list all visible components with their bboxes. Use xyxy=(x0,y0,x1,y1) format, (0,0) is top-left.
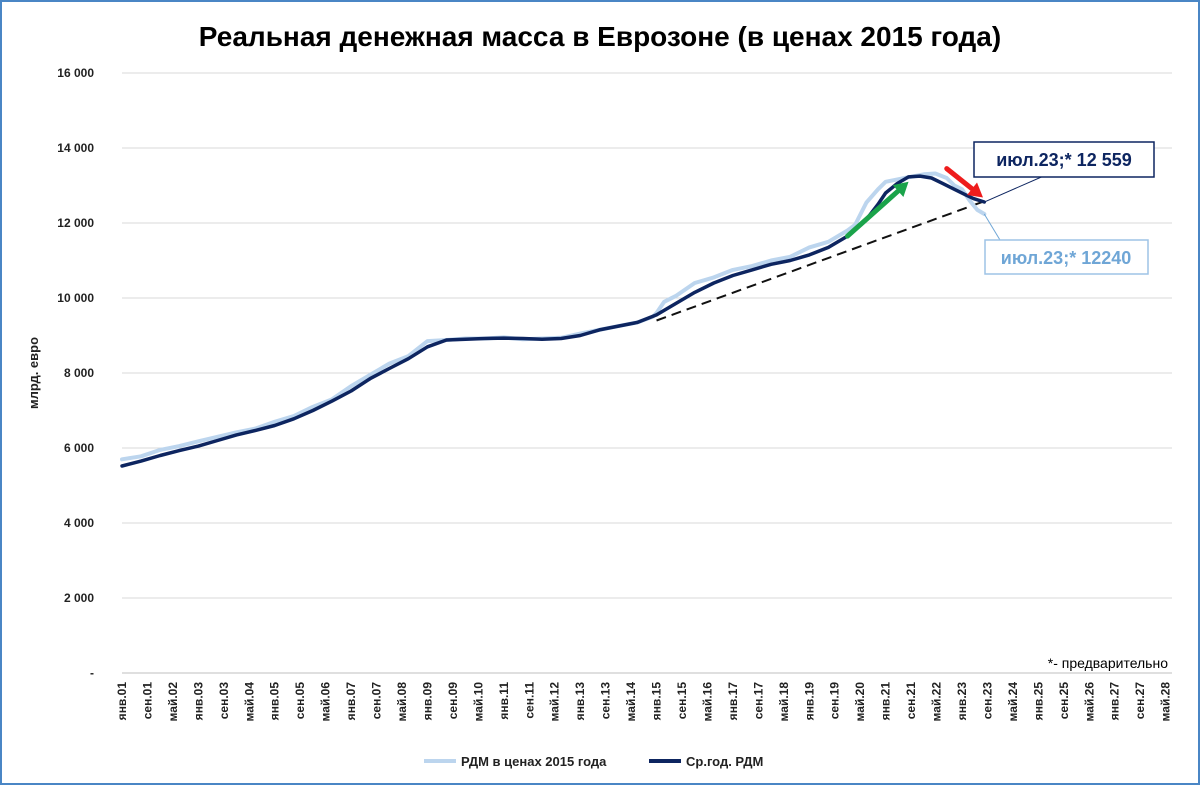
x-tick-39: янв.27 xyxy=(1108,682,1122,721)
x-tick-30: янв.21 xyxy=(879,682,893,721)
x-tick-24: янв.17 xyxy=(726,682,740,721)
arrow-head-up xyxy=(892,181,909,198)
x-tick-3: янв.03 xyxy=(191,682,205,721)
x-tick-26: май.18 xyxy=(777,682,791,722)
x-tick-23: май.16 xyxy=(700,682,714,722)
x-tick-35: май.24 xyxy=(1006,682,1020,722)
x-tick-32: май.22 xyxy=(930,682,944,722)
x-tick-31: сен.21 xyxy=(904,682,918,720)
x-tick-28: сен.19 xyxy=(828,682,842,720)
y-axis-label: млрд. евро xyxy=(26,337,41,409)
x-tick-41: май.28 xyxy=(1159,682,1173,722)
legend-label-rdm: РДМ в ценах 2015 года xyxy=(461,754,607,769)
callouts-group: июл.23;* 12 559 июл.23;* 12240 xyxy=(973,141,1155,275)
x-tick-38: май.26 xyxy=(1082,682,1096,722)
y-tick-10000: 10 000 xyxy=(57,291,94,305)
x-tick-19: сен.13 xyxy=(599,682,613,720)
x-tick-17: май.12 xyxy=(548,682,562,722)
x-tick-29: май.20 xyxy=(853,682,867,722)
x-tick-33: янв.23 xyxy=(955,682,969,721)
arrow-shaft-down xyxy=(944,166,975,192)
x-tick-0: янв.01 xyxy=(115,682,129,721)
callout-text-rdm: июл.23;* 12240 xyxy=(1001,248,1132,268)
x-tick-6: янв.05 xyxy=(268,682,282,721)
arrow-shaft-up xyxy=(844,188,901,239)
y-tick-6000: 6 000 xyxy=(64,441,94,455)
x-tick-7: сен.05 xyxy=(293,682,307,720)
x-tick-8: май.06 xyxy=(319,682,333,722)
x-tick-40: сен.27 xyxy=(1133,682,1147,720)
y-tick-12000: 12 000 xyxy=(57,216,94,230)
callout-box-rdm xyxy=(984,239,1149,275)
x-tick-25: сен.17 xyxy=(751,682,765,720)
x-tick-14: май.10 xyxy=(471,682,485,722)
x-tick-2: май.02 xyxy=(166,682,180,722)
x-tick-5: май.04 xyxy=(242,682,256,722)
y-tick-labels: - 2 000 4 000 6 000 8 000 10 000 12 000 14 000 1… xyxy=(57,66,94,680)
x-tick-34: сен.23 xyxy=(980,682,994,720)
series-group xyxy=(120,171,987,468)
x-tick-18: янв.13 xyxy=(573,682,587,721)
x-tick-36: янв.25 xyxy=(1031,682,1045,721)
x-tick-9: янв.07 xyxy=(344,682,358,721)
callout-leader-rdm xyxy=(983,213,1001,241)
arrow-head-down xyxy=(967,182,983,198)
x-tick-labels: янв.01 сен.01 май.02 янв.03 сен.03 май.04 янв.… xyxy=(115,682,1173,722)
x-tick-37: сен.25 xyxy=(1057,682,1071,720)
y-tick-4000: 4 000 xyxy=(64,516,94,530)
y-tick-16000: 16 000 xyxy=(57,66,94,80)
x-tick-1: сен.01 xyxy=(140,682,154,720)
x-tick-21: янв.15 xyxy=(650,682,664,721)
gridlines xyxy=(122,72,1172,674)
callout-box-avg xyxy=(973,141,1155,178)
callout-text-avg: июл.23;* 12 559 xyxy=(996,150,1132,170)
legend-label-avg: Ср.год. РДМ xyxy=(686,754,763,769)
y-tick-14000: 14 000 xyxy=(57,141,94,155)
trend-line xyxy=(656,200,985,322)
x-tick-13: сен.09 xyxy=(446,682,460,720)
x-tick-22: сен.15 xyxy=(675,682,689,720)
footnote: *- предварительно xyxy=(1048,655,1168,671)
arrows-group xyxy=(844,166,983,239)
y-tick-2000: 2 000 xyxy=(64,591,94,605)
chart-title: Реальная денежная масса в Еврозоне (в це… xyxy=(199,21,1001,52)
series-line-avg xyxy=(120,174,987,468)
x-tick-20: май.14 xyxy=(624,682,638,722)
x-tick-15: янв.11 xyxy=(497,682,511,720)
series-line-rdm xyxy=(120,171,987,462)
x-tick-10: сен.07 xyxy=(370,682,384,720)
x-tick-27: янв.19 xyxy=(802,682,816,721)
legend: РДМ в ценах 2015 года Ср.год. РДМ xyxy=(424,754,763,769)
x-tick-4: сен.03 xyxy=(217,682,231,720)
callout-leader-avg xyxy=(984,174,1047,203)
x-tick-11: май.08 xyxy=(395,682,409,722)
x-tick-16: сен.11 xyxy=(522,682,536,719)
y-tick-0: - xyxy=(90,666,94,680)
x-tick-12: янв.09 xyxy=(420,682,434,721)
trend-line-group xyxy=(656,200,985,322)
y-tick-8000: 8 000 xyxy=(64,366,94,380)
